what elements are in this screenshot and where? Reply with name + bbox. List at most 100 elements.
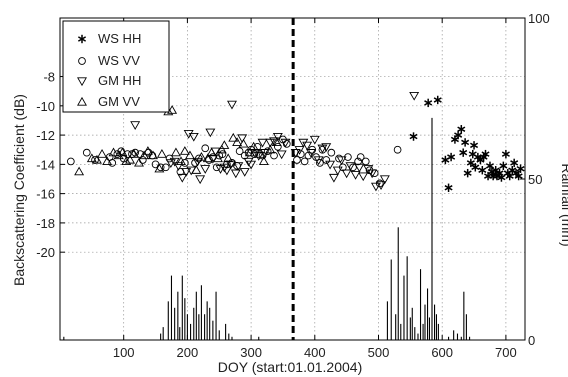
point-gm-hh (328, 173, 339, 183)
star-stroke (516, 166, 525, 172)
point-gm-hh (177, 173, 188, 183)
x-tick-label: 100 (113, 345, 135, 360)
point-gm-vv (167, 105, 178, 114)
point-gm-hh (169, 157, 180, 167)
point-gm-vv (202, 153, 213, 163)
point-ws-hh (454, 130, 463, 140)
star-stroke (468, 151, 477, 157)
legend: WS HH WS VV GM HH GM VV (62, 20, 170, 113)
point-ws-vv (235, 147, 244, 156)
y-tick-label: -8 (43, 70, 55, 85)
point-gm-hh (321, 143, 332, 152)
point-gm-hh (332, 166, 343, 176)
y2-tick-label: 100 (528, 11, 550, 26)
point-gm-hh (269, 137, 280, 147)
y2-tick-label: 50 (528, 172, 542, 187)
point-ws-vv (293, 156, 301, 164)
star-stroke (491, 167, 500, 173)
legend-symbol-ws-vv (78, 57, 86, 65)
y-tick-label: -18 (36, 216, 55, 231)
point-gm-vv (238, 138, 249, 148)
point-gm-hh (221, 166, 232, 176)
point-ws-hh (516, 164, 525, 173)
legend-marker-ws-vv (78, 57, 86, 65)
star-stroke (470, 142, 479, 149)
point-gm-hh (219, 163, 230, 173)
point-gm-hh (298, 138, 309, 148)
point-ws-hh (470, 141, 479, 150)
point-ws-hh (463, 168, 472, 178)
star-stroke (499, 163, 508, 169)
point-ws-hh (459, 148, 468, 157)
point-gm-vv (113, 150, 124, 160)
point-gm-hh (227, 100, 237, 110)
point-gm-hh (325, 160, 336, 170)
point-gm-hh (237, 134, 248, 144)
point-gm-vv (184, 150, 195, 160)
point-gm-hh (341, 169, 352, 179)
series-gm-vv (74, 105, 282, 176)
x-tick-label: 200 (177, 345, 199, 360)
point-ws-vv (273, 142, 282, 151)
point-gm-hh (276, 150, 287, 160)
point-ws-vv (117, 147, 126, 156)
series-ws-hh (409, 95, 525, 192)
legend-symbol-ws-hh (77, 34, 87, 44)
point-gm-hh (257, 138, 268, 148)
star-stroke (454, 132, 463, 138)
star-stroke (433, 97, 442, 103)
point-gm-hh (280, 138, 291, 148)
x-axis-label: DOY (start:01.01.2004) (218, 359, 362, 375)
point-ws-hh (499, 161, 508, 171)
point-ws-vv (356, 153, 365, 161)
point-ws-vv (123, 150, 132, 158)
point-ws-vv (82, 148, 91, 157)
point-gm-hh (345, 162, 356, 171)
legend-item-ws-hh: WS HH (77, 31, 141, 46)
y-axis-label: Backscattering Coefficient (dB) (11, 94, 27, 286)
point-gm-vv (255, 149, 265, 158)
legend-item-ws-vv: WS VV (78, 53, 140, 68)
point-gm-hh (354, 163, 365, 173)
star-stroke (424, 100, 433, 106)
point-ws-vv (335, 154, 343, 163)
point-gm-hh (230, 169, 241, 179)
y2-tick-label: 0 (528, 333, 535, 348)
star-stroke (457, 126, 466, 132)
point-ws-vv (300, 157, 309, 166)
star-stroke (510, 160, 519, 166)
star-stroke (508, 167, 517, 173)
point-gm-vv (179, 146, 190, 155)
point-gm-vv (154, 163, 165, 173)
point-ws-vv (212, 163, 221, 172)
point-gm-vv (176, 156, 187, 166)
star-stroke (77, 36, 87, 42)
point-gm-vv (258, 156, 269, 166)
star-stroke (512, 170, 521, 176)
point-gm-vv (97, 149, 108, 158)
legend-marker-ws-hh (77, 34, 87, 44)
point-gm-hh (192, 157, 203, 167)
point-ws-hh (461, 138, 470, 147)
point-gm-hh (233, 162, 244, 171)
point-gm-hh (130, 121, 141, 130)
point-ws-hh (466, 158, 475, 168)
y-tick-label: -10 (36, 99, 55, 114)
point-gm-vv (216, 144, 227, 154)
point-gm-vv (156, 149, 167, 158)
point-ws-vv (316, 159, 324, 167)
point-gm-vv (86, 153, 97, 163)
point-gm-hh (294, 146, 305, 155)
star-stroke (481, 151, 490, 157)
point-gm-hh (181, 168, 192, 177)
point-gm-hh (183, 130, 194, 139)
backscatter-points (66, 91, 525, 192)
x-tick-label: 300 (240, 345, 262, 360)
point-gm-hh (370, 182, 381, 192)
legend-label-ws-hh: WS HH (98, 31, 141, 46)
point-gm-vv (134, 157, 144, 167)
point-ws-hh (478, 166, 487, 175)
axis-ticks: 100 200 300 400 500 600 700-20-18-16-14-12-10-… (36, 11, 550, 360)
y-tick-label: -14 (36, 157, 55, 172)
